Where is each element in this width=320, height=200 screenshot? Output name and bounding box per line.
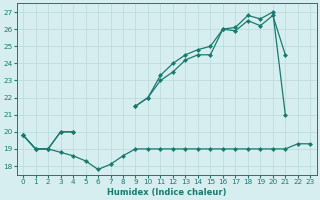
X-axis label: Humidex (Indice chaleur): Humidex (Indice chaleur) (107, 188, 227, 197)
